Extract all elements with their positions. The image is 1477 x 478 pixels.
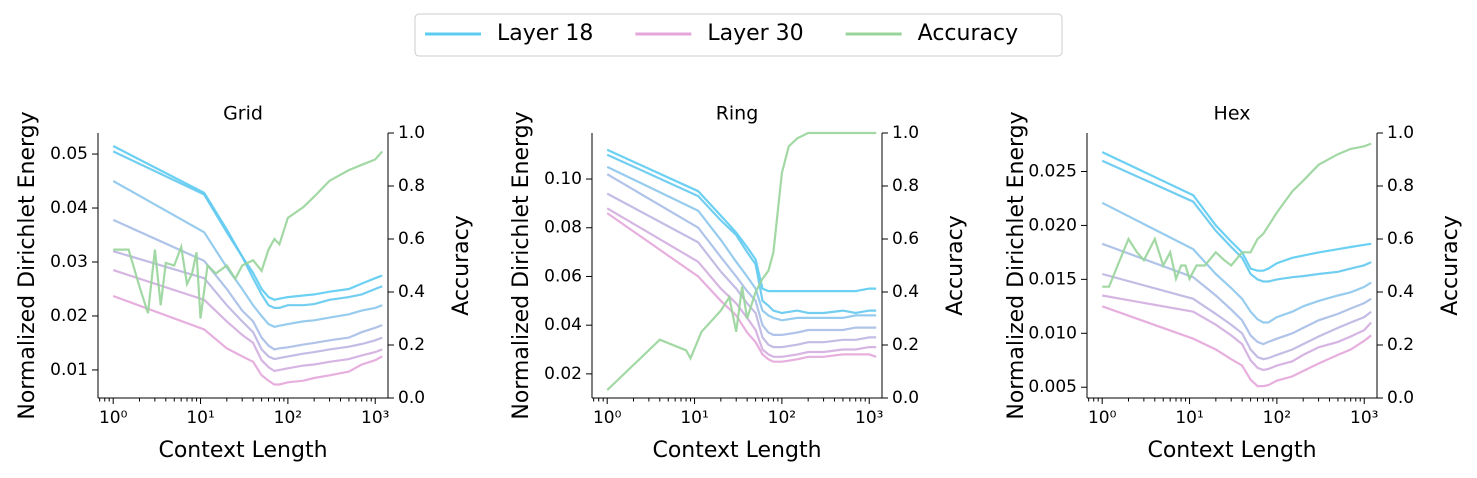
x-tick-label: 10¹: [1175, 408, 1203, 428]
energy-line: [112, 218, 383, 351]
y-tick-label: 0.015: [1028, 269, 1077, 289]
legend-label: Layer 30: [707, 21, 803, 46]
energy-line: [606, 165, 877, 322]
y-tick-label: 0.06: [544, 266, 582, 286]
y2-tick-label: 0.0: [398, 388, 425, 408]
energy-line: [606, 192, 877, 349]
x-axis-label: Context Length: [158, 438, 327, 463]
y-tick-label: 0.08: [544, 218, 582, 238]
y2-tick-label: 0.4: [892, 282, 919, 302]
x-tick-label: 10¹: [680, 408, 708, 428]
x-tick-label: 10⁰: [99, 408, 128, 428]
x-tick-label: 10²: [768, 408, 796, 428]
y2-axis-label: Accuracy: [943, 215, 968, 315]
y2-tick-label: 1.0: [1387, 123, 1414, 143]
accuracy-line: [1102, 142, 1372, 288]
x-tick-label: 10³: [1350, 408, 1378, 428]
energy-line: [112, 180, 383, 328]
y2-tick-label: 0.6: [1387, 229, 1414, 249]
energy-line: [606, 173, 877, 336]
energy-line: [1101, 151, 1372, 272]
y2-tick-label: 0.2: [1387, 335, 1414, 355]
y-tick-label: 0.10: [544, 169, 582, 189]
x-tick-label: 10¹: [186, 408, 214, 428]
energy-line: [606, 148, 877, 293]
energy-line: [1101, 242, 1372, 346]
y-tick-label: 0.03: [50, 252, 88, 272]
y2-tick-label: 0.2: [398, 335, 425, 355]
energy-line: [112, 150, 383, 309]
y-tick-label: 0.05: [50, 144, 88, 164]
y2-tick-label: 0.8: [892, 176, 919, 196]
y-tick-label: 0.01: [50, 360, 88, 380]
y2-tick-label: 0.4: [398, 282, 425, 302]
y2-tick-label: 0.2: [892, 335, 919, 355]
energy-line: [112, 294, 383, 386]
y2-tick-label: 0.6: [398, 229, 425, 249]
energy-line: [1101, 305, 1372, 388]
y-tick-label: 0.02: [50, 306, 88, 326]
x-axis-label: Context Length: [652, 438, 821, 463]
y2-tick-label: 0.4: [1387, 282, 1414, 302]
subplot-title: Grid: [223, 103, 263, 125]
energy-line: [1101, 159, 1372, 283]
energy-line: [112, 250, 383, 361]
legend-label: Layer 18: [497, 21, 593, 46]
x-tick-label: 10²: [274, 408, 302, 428]
y-tick-label: 0.010: [1028, 323, 1077, 343]
y-tick-label: 0.02: [544, 364, 582, 384]
energy-line: [606, 153, 877, 315]
x-tick-label: 10²: [1263, 408, 1291, 428]
y-axis-label: Normalized Dirichlet Energy: [1004, 111, 1029, 419]
energy-line: [112, 145, 383, 301]
y-tick-label: 0.020: [1028, 215, 1077, 235]
y-tick-label: 0.005: [1028, 377, 1077, 397]
y2-axis-label: Accuracy: [449, 215, 474, 315]
y2-tick-label: 0.0: [892, 388, 919, 408]
accuracy-line: [113, 150, 384, 319]
y2-tick-label: 1.0: [892, 123, 919, 143]
y2-tick-label: 0.0: [1387, 388, 1414, 408]
accuracy-line: [606, 131, 877, 391]
energy-line: [1101, 272, 1372, 361]
y2-tick-label: 0.6: [892, 229, 919, 249]
y-tick-label: 0.025: [1028, 162, 1077, 182]
y-axis-label: Normalized Dirichlet Energy: [509, 111, 534, 419]
energy-line: [112, 269, 383, 373]
y2-tick-label: 1.0: [398, 123, 425, 143]
energy-line: [606, 207, 877, 358]
subplot-title: Hex: [1214, 103, 1251, 125]
y-tick-label: 0.04: [544, 315, 582, 335]
x-tick-label: 10⁰: [593, 408, 622, 428]
energy-line: [1101, 201, 1372, 324]
y2-tick-label: 0.8: [398, 176, 425, 196]
energy-line: [1102, 294, 1373, 372]
x-tick-label: 10⁰: [1088, 408, 1117, 428]
x-tick-label: 10³: [361, 408, 389, 428]
legend-label: Accuracy: [918, 21, 1018, 46]
x-tick-label: 10³: [855, 408, 883, 428]
subplot-title: Ring: [716, 103, 759, 125]
x-axis-label: Context Length: [1147, 438, 1316, 463]
y2-axis-label: Accuracy: [1438, 215, 1463, 315]
y-tick-label: 0.04: [50, 198, 88, 218]
legend-box: [414, 13, 1063, 57]
y2-tick-label: 0.8: [1387, 176, 1414, 196]
y-axis-label: Normalized Dirichlet Energy: [15, 111, 40, 419]
